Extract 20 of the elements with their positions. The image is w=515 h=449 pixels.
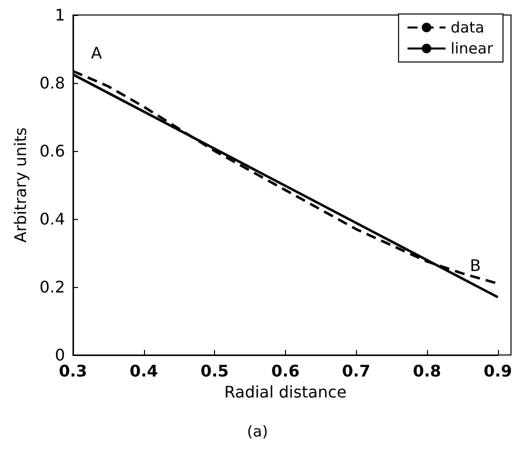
- annotation: A: [91, 44, 102, 63]
- x-tick-label: 0.9: [484, 362, 512, 380]
- x-tick-label: 0.3: [58, 362, 88, 380]
- x-tick-label: 0.5: [200, 362, 229, 380]
- y-tick-label: 0.4: [40, 210, 65, 228]
- y-tick-label: 0.6: [40, 142, 65, 160]
- legend-label: data: [450, 18, 484, 36]
- y-tick-label: 0: [54, 346, 65, 364]
- x-tick-label: 0.4: [130, 362, 158, 380]
- text: (a): [247, 422, 268, 440]
- y-axis-title: Arbitrary units: [11, 127, 30, 243]
- y-tick-label: 0.2: [40, 278, 65, 296]
- x-tick-label: 0.6: [271, 362, 300, 380]
- x-tick-label: 0.7: [342, 362, 370, 380]
- legend-label: linear: [450, 40, 494, 58]
- annotation: B: [470, 256, 481, 276]
- y-tick-label: 1: [54, 6, 65, 24]
- x-tick-label: 0.8: [412, 362, 442, 380]
- x-axis-title: Radial distance: [224, 382, 347, 402]
- y-tick-label: 0.8: [40, 74, 65, 92]
